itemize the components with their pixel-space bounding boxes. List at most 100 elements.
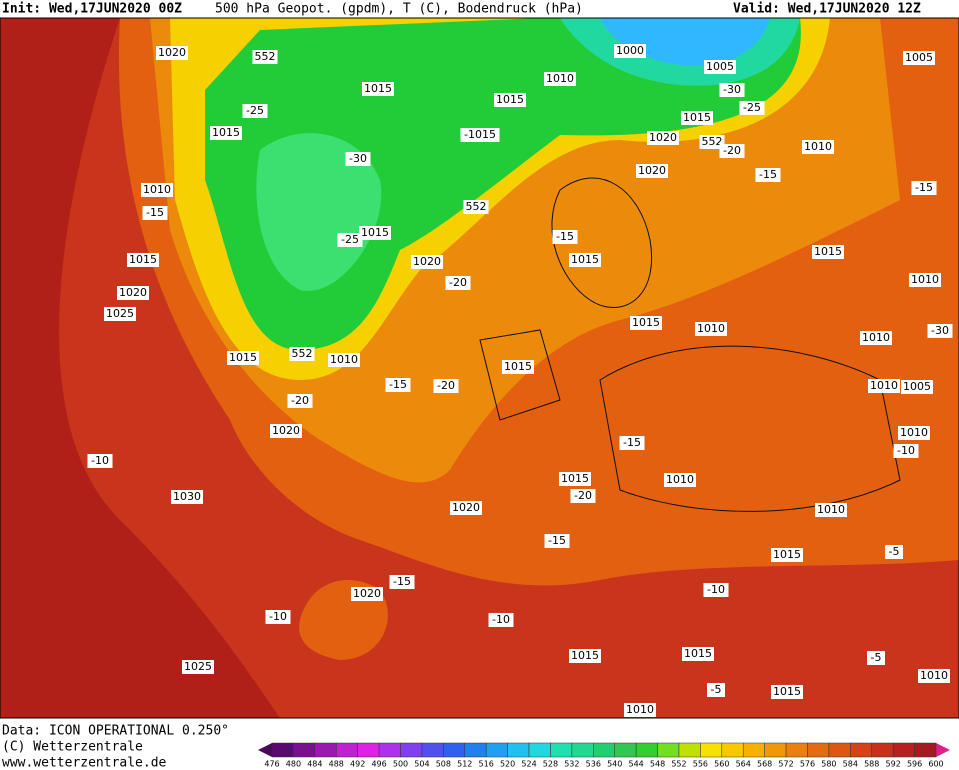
- scale-box: [293, 742, 316, 758]
- scale-label: 512: [457, 760, 472, 769]
- isobar-label: -15: [389, 378, 407, 391]
- scale-box: [914, 742, 937, 758]
- isobar-label-box: [707, 683, 725, 697]
- isobar-label-box: [739, 101, 765, 115]
- isobar-label: 1015: [504, 360, 532, 373]
- scale-box: [336, 742, 358, 758]
- isobar-label: -10: [492, 613, 510, 626]
- scale-box: [464, 742, 487, 758]
- cold-core: [256, 133, 382, 291]
- isobar-label-box: [898, 426, 930, 440]
- scale-label: 576: [800, 760, 815, 769]
- isobar-label-box: [463, 200, 489, 214]
- scale-label: 496: [371, 760, 386, 769]
- isobar-label: 1010: [900, 426, 928, 439]
- isobar-label: 1015: [684, 647, 712, 660]
- isobar-label: -15: [623, 436, 641, 449]
- scale-label: 516: [479, 760, 494, 769]
- isobar-label-box: [359, 226, 391, 240]
- isobar-label-box: [903, 51, 935, 65]
- scale-box: [507, 742, 530, 758]
- scale-label: 588: [864, 760, 879, 769]
- isobar-label: -10: [897, 444, 915, 457]
- scale-box: [421, 742, 444, 758]
- isobar-label: -20: [291, 394, 309, 407]
- isobar-label: 1015: [632, 316, 660, 329]
- coastlines: [479, 177, 901, 512]
- isobar-label-box: [681, 111, 713, 125]
- scale-label: 484: [307, 760, 322, 769]
- isobar-label: 1010: [330, 353, 358, 366]
- isobar-label-box: [210, 126, 242, 140]
- isobar-label-box: [450, 501, 482, 515]
- isobar-label: 1015: [129, 253, 157, 266]
- scale-label: 580: [821, 760, 836, 769]
- isobar-label-box: [570, 489, 596, 503]
- scale-label: 492: [350, 760, 365, 769]
- scale-label: 524: [521, 760, 536, 769]
- isobar-label: 1020: [413, 255, 441, 268]
- isobar-label-box: [265, 610, 291, 624]
- scale-arrow-right: [936, 743, 950, 757]
- scale-label: 508: [436, 760, 451, 769]
- isobar-label-box: [569, 649, 601, 663]
- scale-box: [700, 742, 723, 758]
- isobar-label-box: [559, 472, 591, 486]
- scale-label: 560: [714, 760, 729, 769]
- isobar-label-box: [927, 324, 953, 338]
- isobar-label-box: [87, 454, 113, 468]
- scale-label: 544: [628, 760, 643, 769]
- isobar-label-box: [704, 60, 736, 74]
- isobar-label: 1010: [817, 503, 845, 516]
- scale-box: [635, 742, 658, 758]
- isobar-label: 1005: [905, 51, 933, 64]
- isobar-label-box: [719, 144, 745, 158]
- isobar-label-box: [918, 669, 950, 683]
- scale-label: 552: [671, 760, 686, 769]
- isobar-label-box: [460, 128, 500, 142]
- map-frame: [0, 17, 959, 719]
- isobar-label: 1020: [158, 46, 186, 59]
- isobar-label: 1005: [706, 60, 734, 73]
- isobar-label: 1010: [911, 273, 939, 286]
- isobar-label: 1015: [496, 93, 524, 106]
- isobar-label-box: [345, 152, 371, 166]
- isobar-label: 1015: [773, 685, 801, 698]
- scale-label: 520: [500, 760, 515, 769]
- isobar-label-box: [619, 436, 645, 450]
- isobar-label: 1025: [106, 307, 134, 320]
- scale-box: [850, 742, 872, 758]
- scale-box: [721, 742, 744, 758]
- scale-box: [871, 742, 894, 758]
- isobar-label-box: [182, 660, 214, 674]
- scale-label: 480: [286, 760, 301, 769]
- isobar-label-box: [104, 307, 136, 321]
- isobar-label: 552: [292, 347, 313, 360]
- isobar-label-box: [544, 72, 576, 86]
- isobar-label: 1015: [212, 126, 240, 139]
- isobar-label-box: [569, 253, 601, 267]
- isobar-label: 1020: [638, 164, 666, 177]
- isobar-label-box: [802, 140, 834, 154]
- scale-label: 564: [736, 760, 751, 769]
- isobar-label: -25: [246, 104, 264, 117]
- scale-box: [571, 742, 594, 758]
- isobar-label-box: [270, 424, 302, 438]
- isobar-label: 1010: [697, 322, 725, 335]
- isobar-label: 1020: [272, 424, 300, 437]
- isobar-label-box: [389, 575, 415, 589]
- scale-box: [828, 742, 851, 758]
- isobar-label: -20: [574, 489, 592, 502]
- scale-box: [742, 742, 765, 758]
- isobar-label: -30: [349, 152, 367, 165]
- isobar-label: -30: [723, 83, 741, 96]
- scale-box: [443, 742, 466, 758]
- isobar-label: 1015: [364, 82, 392, 95]
- isobar-label-box: [868, 379, 900, 393]
- isobar-label: -5: [889, 545, 900, 558]
- scale-label: 600: [928, 760, 943, 769]
- isobar-label: -10: [269, 610, 287, 623]
- isobar-label: 1015: [814, 245, 842, 258]
- scale-box: [314, 742, 337, 758]
- isobar-label-box: [127, 253, 159, 267]
